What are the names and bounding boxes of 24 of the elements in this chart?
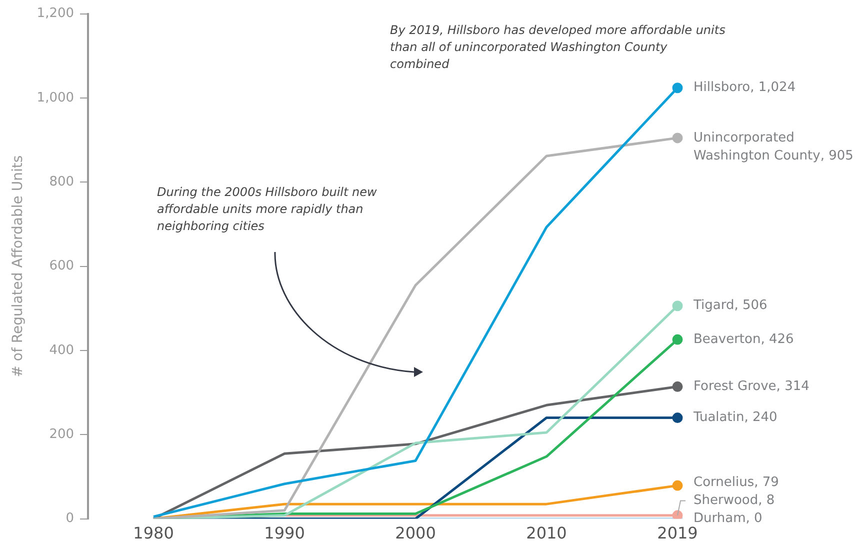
text: Beaverton, 426: [694, 332, 794, 347]
x-tick-label: 2010: [526, 524, 567, 543]
y-tick-label: 400: [49, 342, 74, 358]
text: Unincorporated Washington County, 905: [694, 130, 854, 164]
x-tick-label: 1980: [133, 524, 174, 543]
text: Cornelius, 79: [694, 475, 779, 490]
x-tick-label: 2019: [657, 524, 698, 543]
x-tick-label: 2000: [395, 524, 436, 543]
text: Tigard, 506: [694, 298, 768, 314]
text: Forest Grove, 314: [694, 379, 810, 394]
text: Tualatin, 240: [694, 410, 778, 426]
y-tick-label: 600: [49, 258, 74, 274]
text: Durham, 0: [694, 511, 762, 526]
y-tick-label: 200: [49, 427, 74, 442]
text: Hillsboro, 1,024: [694, 80, 796, 96]
y-axis-title: # of Regulated Affordable Units: [10, 155, 26, 378]
y-tick-label: 1,000: [36, 90, 74, 106]
x-tick-label: 1990: [264, 524, 305, 543]
annotation: By 2019, Hillsboro has developed more affordable units than all of unincorporated Washington County combined: [390, 22, 726, 73]
y-tick-label: 800: [49, 174, 74, 190]
annotation: During the 2000s Hillsboro built new affordable units more rapidly than neighboring cities: [157, 184, 378, 235]
y-tick-label: 0: [66, 511, 74, 526]
y-tick-label: 1,200: [36, 6, 74, 22]
text: Sherwood, 8: [694, 493, 775, 508]
